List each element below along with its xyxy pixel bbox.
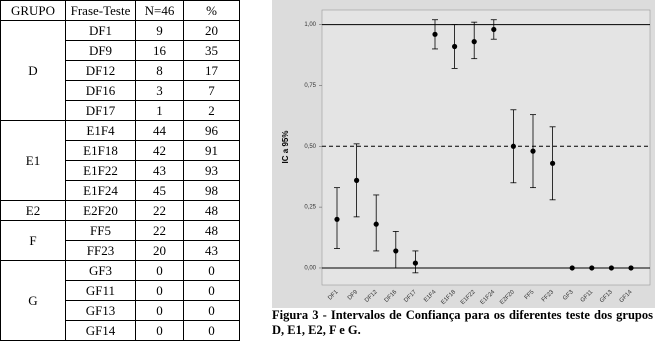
- table-row: GF14 0 0: [1, 320, 240, 341]
- table-row: DF17 1 2: [1, 100, 240, 121]
- table-cell: GF3: [65, 260, 136, 281]
- table-row: G GF3 0 0: [0, 260, 240, 341]
- y-tick-label: 1,00: [304, 22, 316, 28]
- table-cell: 0: [135, 320, 184, 341]
- table-cell: 43: [183, 240, 240, 261]
- table-cell: 22: [135, 220, 184, 241]
- point: [491, 26, 497, 33]
- table-row: GF13 0 0: [1, 300, 240, 321]
- point: [373, 221, 379, 227]
- point: [452, 43, 458, 50]
- point: [530, 148, 536, 154]
- y-tick-label: 0,25: [304, 205, 316, 211]
- table-row: GF11 0 0: [1, 280, 240, 301]
- point: [550, 160, 556, 166]
- point: [432, 31, 438, 37]
- point: [628, 265, 634, 271]
- plot-area: [321, 9, 651, 286]
- table-cell: 48: [183, 220, 240, 241]
- table-cell: GF14: [65, 320, 136, 341]
- y-tick-label: 0,00: [304, 266, 316, 272]
- point: [589, 265, 595, 271]
- table-cell: 17: [183, 60, 240, 81]
- table-row: FF23 20 43: [1, 240, 240, 261]
- table-cell: DF17: [65, 100, 136, 121]
- point: [393, 248, 399, 254]
- y-tick-label: 0,50: [304, 144, 316, 150]
- y-axis-title: IC a 95%: [281, 131, 290, 164]
- table-cell: DF16: [65, 80, 136, 101]
- group-cell: E1: [0, 120, 66, 201]
- table-cell: DF9: [65, 40, 136, 61]
- group-cell: D: [0, 20, 66, 121]
- figure-caption: Figura 3 - Intervalos de Confiança para …: [272, 308, 653, 337]
- table-cell: E1F22: [65, 160, 136, 181]
- point: [412, 260, 418, 266]
- point: [510, 143, 516, 149]
- table-cell: GF13: [65, 300, 136, 321]
- point: [471, 39, 477, 45]
- point: [354, 177, 360, 183]
- group-cell: G: [0, 260, 66, 341]
- point: [608, 265, 615, 271]
- table-row: E2 E2F20 22 48: [0, 200, 240, 221]
- table-cell: 0: [183, 320, 240, 341]
- header-row: GRUPO Frase-Teste N=46%: [0, 0, 240, 21]
- point: [334, 216, 340, 222]
- point: [569, 265, 575, 271]
- y-tick-label: 0,75: [304, 83, 316, 89]
- table-row: E1 E1F4 44 96: [0, 120, 240, 201]
- table-row: F FF5 22 48: [0, 220, 240, 261]
- table-cell: 20: [135, 240, 184, 261]
- results-table: GRUPO Frase-Teste N=46% D DF1 9 20 DF9 16 35 DF12 8…: [0, 0, 240, 341]
